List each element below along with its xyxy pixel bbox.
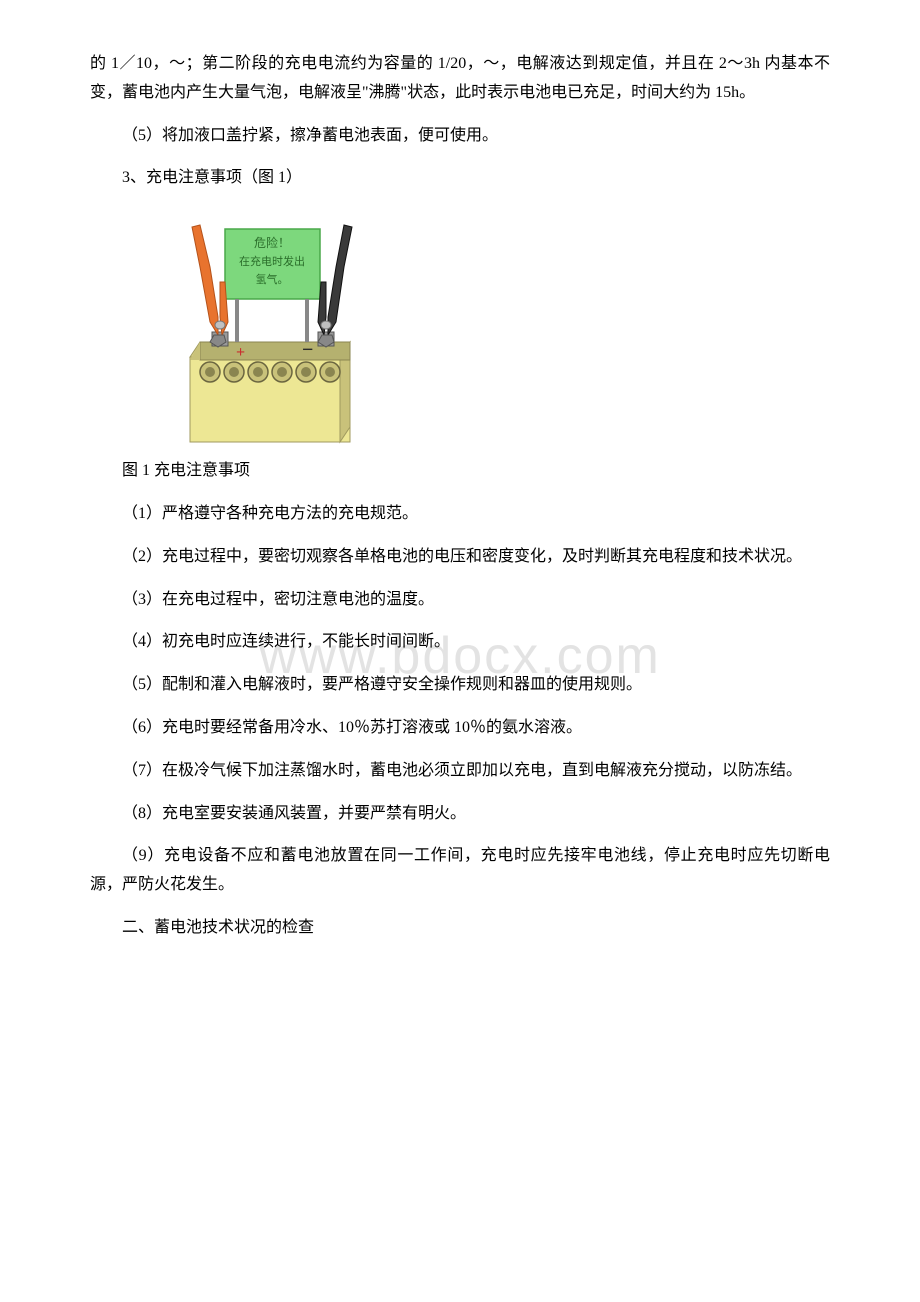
sign-line2: 在充电时发出 bbox=[239, 254, 305, 268]
paragraph-item-9: （9）充电设备不应和蓄电池放置在同一工作间，充电时应先接牢电池线，停止充电时应先… bbox=[90, 842, 830, 900]
document-content: 的 1／10，～；第二阶段的充电电流约为容量的 1/20，～，电解液达到规定值，… bbox=[90, 50, 830, 943]
paragraph-item-6: （6）充电时要经常备用冷水、10％苏打溶液或 10％的氨水溶液。 bbox=[90, 714, 830, 743]
clamp-right-icon bbox=[318, 225, 352, 347]
section-2-heading: 二、蓄电池技术状况的检查 bbox=[90, 914, 830, 943]
paragraph-intro: 的 1／10，～；第二阶段的充电电流约为容量的 1/20，～，电解液达到规定值，… bbox=[90, 50, 830, 108]
paragraph-item-4: （4）初充电时应连续进行，不能长时间间断。 bbox=[90, 628, 830, 657]
figure-1: 危险！ 在充电时发出 氢气。 + − bbox=[180, 207, 360, 447]
sign-line3: 氢气。 bbox=[256, 272, 289, 286]
paragraph-item-2: （2）充电过程中，要密切观察各单格电池的电压和密度变化，及时判断其充电程度和技术… bbox=[90, 543, 830, 572]
figure-caption: 图 1 充电注意事项 bbox=[90, 457, 830, 486]
section-3-heading: 3、充电注意事项（图 1） bbox=[90, 164, 830, 193]
paragraph-item-5: （5）配制和灌入电解液时，要严格遵守安全操作规则和器皿的使用规则。 bbox=[90, 671, 830, 700]
clamp-left-icon bbox=[192, 225, 228, 347]
sign-line1: 危险！ bbox=[254, 235, 290, 250]
paragraph-item-3: （3）在充电过程中，密切注意电池的温度。 bbox=[90, 586, 830, 615]
minus-icon: − bbox=[302, 339, 313, 361]
plus-icon: + bbox=[236, 344, 245, 361]
paragraph-5: （5）将加液口盖拧紧，擦净蓄电池表面，便可使用。 bbox=[90, 122, 830, 151]
paragraph-item-1: （1）严格遵守各种充电方法的充电规范。 bbox=[90, 500, 830, 529]
battery-charging-diagram: 危险！ 在充电时发出 氢气。 + − bbox=[180, 207, 360, 447]
paragraph-item-7: （7）在极冷气候下加注蒸馏水时，蓄电池必须立即加以充电，直到电解液充分搅动，以防… bbox=[90, 757, 830, 786]
paragraph-item-8: （8）充电室要安装通风装置，并要严禁有明火。 bbox=[90, 800, 830, 829]
